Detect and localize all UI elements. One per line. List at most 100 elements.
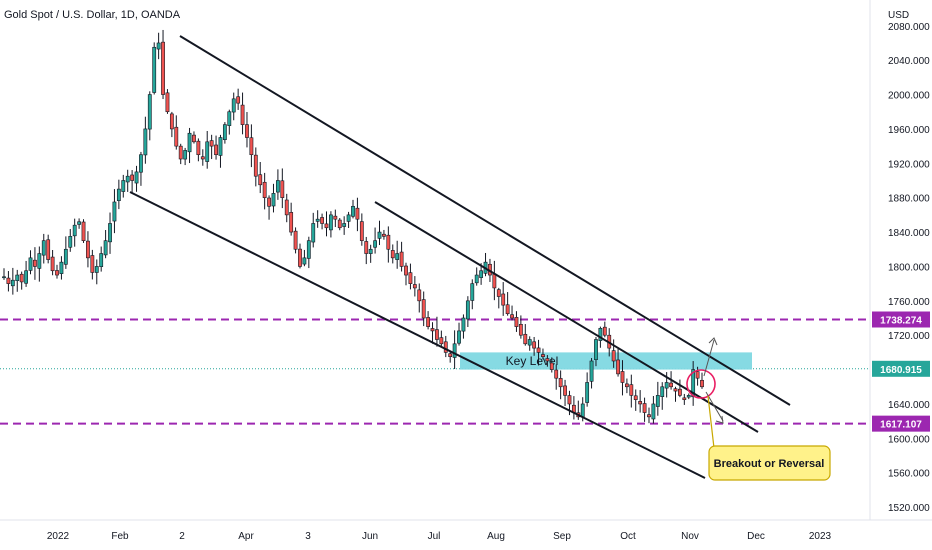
candles [2,29,704,424]
candle [359,213,364,246]
candle-body [218,137,223,156]
candle [94,259,99,285]
candle [81,219,86,243]
chart-title: Gold Spot / U.S. Dollar, 1D, OANDA [4,9,181,21]
candle-body [50,256,55,272]
candle-body [461,317,466,332]
candle-body [514,317,519,327]
candle [624,378,629,394]
candle [474,267,479,286]
candle [421,291,426,327]
candle [368,244,373,263]
candle [10,267,15,295]
candle [496,287,501,309]
candle [33,247,37,280]
candle-body [589,360,594,382]
candle-body [59,261,64,274]
candle-body [10,279,15,287]
candle [523,324,528,346]
candle-body [545,358,550,362]
candle-body [465,300,470,320]
candle-body [421,299,426,319]
candle [642,397,647,422]
candle [399,241,404,272]
highlight-circle [686,369,716,399]
candle-body [700,379,704,388]
candle-body [262,181,267,198]
candle-body [664,382,669,389]
candle-body [103,240,108,256]
candle [280,168,285,209]
candle-body [518,323,523,336]
candle [682,393,687,405]
candle [86,231,90,268]
candle-body [169,113,174,130]
candle-body [395,253,400,260]
y-tick-label: 1920.000 [888,159,930,170]
candle [576,400,581,420]
x-tick-label: Dec [747,531,765,542]
y-tick-label: 1560.000 [888,469,930,480]
candle-body [611,350,616,362]
candle [152,42,157,95]
x-tick-label: 3 [305,531,311,542]
candle [63,236,68,269]
candle-body [368,248,373,254]
upper-channel-line [179,35,791,406]
candle [346,211,351,228]
candle-body [311,223,316,243]
reversal-arrow [705,391,724,422]
candle [19,271,24,290]
candle-body [258,174,263,186]
candle [390,244,395,264]
candle [457,322,461,346]
candle-body [408,272,413,284]
candle-body [227,111,232,126]
y-tick-label: 1760.000 [888,297,930,308]
candle [589,358,594,389]
candle-body [470,283,475,301]
candle [452,330,457,370]
candle [373,227,377,254]
candle-body [678,388,682,396]
candle-body [549,362,554,370]
candle [200,149,205,166]
candle [470,279,475,310]
candle-body [426,317,431,327]
x-tick-label: 2 [179,531,185,542]
candle [660,382,665,410]
candle [99,246,104,272]
candle-body [638,401,643,405]
candle-body [655,395,660,407]
candle [192,131,196,144]
candle-body [642,403,647,413]
candle-body [585,382,590,403]
candle-body [510,314,514,319]
candle [527,336,532,351]
key-level-rect [460,352,752,370]
price-tag-box [872,360,930,377]
candle [430,322,435,344]
candle [275,169,280,200]
candle-body [28,257,33,271]
y-tick-label: 1800.000 [888,262,930,273]
candle-body [669,382,673,388]
price-tags: 1738.274 1680.915 1617.107 [872,311,930,432]
candle [271,183,276,213]
y-tick-label: 1600.000 [888,434,930,445]
candle-body [647,414,651,418]
candle [28,250,33,275]
candle [293,227,298,254]
candle [351,199,355,219]
candle [298,243,302,269]
candle [638,390,643,413]
candle [116,179,121,210]
candle [284,193,289,223]
candle-body [245,124,249,138]
horizontal-levels [0,318,870,425]
candle [620,360,625,396]
candle [306,236,311,269]
candle-body [443,341,448,353]
candle [492,260,497,301]
candle [629,374,634,408]
